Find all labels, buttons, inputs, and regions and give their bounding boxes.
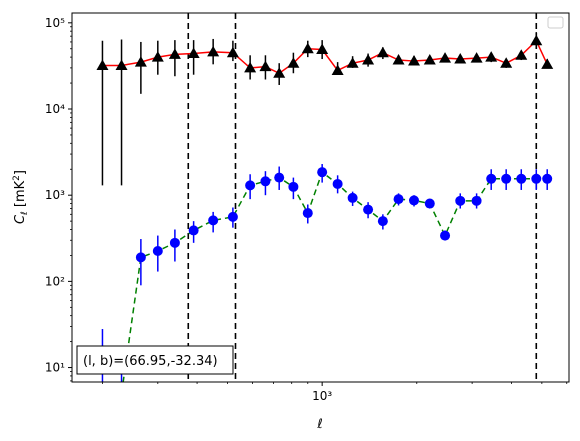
series-1-point bbox=[274, 172, 285, 183]
annotation-box: (l, b)=(66.95,-32.34) bbox=[76, 345, 234, 375]
series-1-point bbox=[245, 180, 256, 191]
series-1-point bbox=[531, 173, 542, 184]
series-0-point bbox=[454, 53, 467, 64]
series-1-point bbox=[188, 225, 199, 236]
y-tick-label: 10³ bbox=[45, 188, 65, 202]
series-0-point bbox=[485, 51, 498, 62]
x-tick-label: 10³ bbox=[312, 389, 332, 403]
series-1-point bbox=[169, 237, 180, 248]
y-tick-label: 10⁵ bbox=[45, 16, 65, 30]
annotation-text: (l, b)=(66.95,-32.34) bbox=[83, 354, 218, 369]
series-0-point bbox=[287, 57, 300, 68]
series-0-point bbox=[96, 59, 109, 70]
series-0-point bbox=[168, 48, 181, 59]
y-axis-label: Cℓ [mK2] bbox=[12, 170, 30, 224]
series-0-point bbox=[316, 43, 329, 55]
series-0-line bbox=[102, 39, 548, 75]
series-0-point bbox=[244, 61, 257, 73]
series-1-point bbox=[332, 178, 343, 189]
series-0-point bbox=[515, 49, 528, 60]
series-1 bbox=[97, 164, 553, 399]
series-0-point bbox=[346, 57, 359, 68]
axes-frame bbox=[71, 12, 570, 383]
series-1-point bbox=[227, 211, 238, 222]
series-0-point bbox=[362, 54, 375, 65]
series-0-point bbox=[500, 57, 513, 68]
series-1-point bbox=[542, 173, 553, 184]
series-0-point bbox=[376, 46, 389, 58]
y-tick-label: 10¹ bbox=[45, 361, 65, 375]
series-0-point bbox=[207, 45, 220, 57]
series-1-point bbox=[302, 208, 313, 219]
series-0-point bbox=[301, 42, 314, 54]
series-0-point bbox=[392, 54, 405, 65]
series-1-point bbox=[97, 389, 107, 399]
x-axis-label: ℓ bbox=[316, 417, 322, 432]
series-1-point bbox=[288, 181, 299, 192]
series-1-point bbox=[152, 246, 163, 257]
series-1-point bbox=[117, 389, 127, 399]
series-1-point bbox=[377, 216, 388, 227]
series-1-point bbox=[440, 230, 451, 241]
series-1-point bbox=[208, 215, 219, 226]
series-0-point bbox=[541, 58, 554, 69]
series-0-point bbox=[134, 56, 147, 67]
series-0-point bbox=[187, 47, 200, 59]
series-layer bbox=[96, 32, 554, 399]
series-1-point bbox=[409, 195, 420, 206]
series-1-point bbox=[260, 176, 271, 187]
series-0-point bbox=[331, 64, 344, 75]
ticks: 10¹ 10² 10³ 10⁴ 10⁵ 10³ bbox=[45, 16, 568, 403]
series-1-point bbox=[424, 198, 435, 209]
series-1-point bbox=[516, 173, 527, 184]
series-1-point bbox=[471, 195, 482, 206]
legend-box bbox=[547, 16, 564, 29]
y-tick-label: 10² bbox=[45, 274, 65, 288]
series-1-point bbox=[486, 173, 497, 184]
series-0-point bbox=[273, 67, 286, 78]
series-0-point bbox=[408, 55, 421, 66]
series-0-point bbox=[470, 52, 483, 63]
series-0-point bbox=[439, 52, 452, 63]
series-0-point bbox=[423, 54, 436, 65]
y-tick-label: 10⁴ bbox=[45, 102, 65, 116]
series-1-point bbox=[317, 167, 328, 178]
series-1-point bbox=[363, 204, 374, 215]
vertical-reference-lines bbox=[187, 13, 538, 382]
series-0-point bbox=[259, 60, 272, 72]
series-1-point bbox=[455, 195, 466, 206]
series-0-point bbox=[151, 51, 164, 62]
series-0-point bbox=[115, 59, 128, 70]
series-1-point bbox=[135, 252, 146, 263]
series-0-point bbox=[226, 46, 239, 58]
series-1-point bbox=[393, 194, 404, 205]
series-1-point bbox=[347, 192, 358, 203]
series-1-point bbox=[501, 173, 512, 184]
series-0 bbox=[96, 32, 554, 186]
series-0-point bbox=[530, 34, 543, 46]
